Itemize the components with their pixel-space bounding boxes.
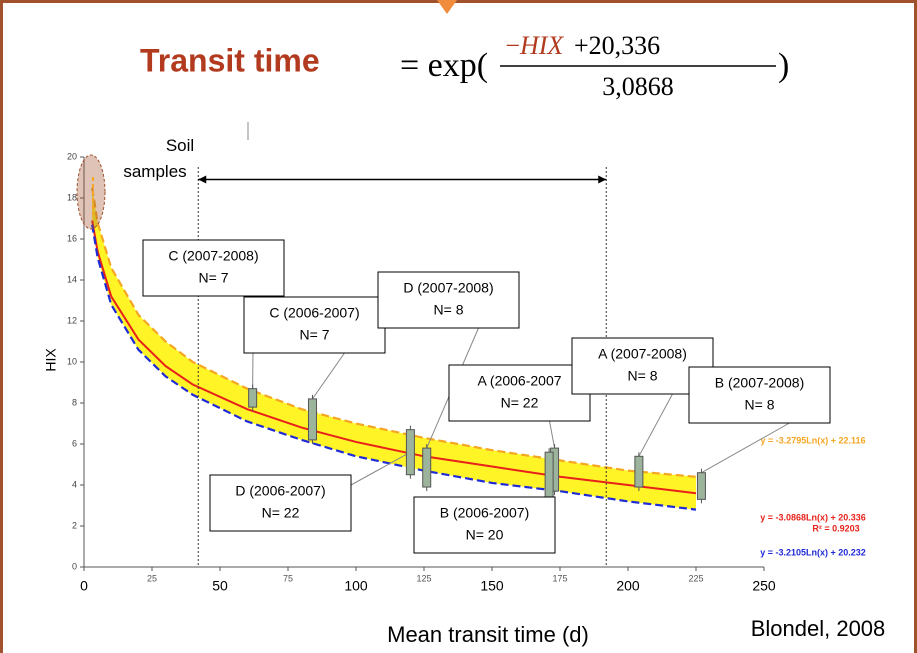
box (696, 472, 706, 500)
callout-box (448, 364, 591, 422)
x-tick-label: 250 (752, 578, 776, 594)
y-tick-label: 18 (67, 192, 77, 202)
callout-name: D (2007-2008) (403, 280, 493, 296)
callout-n: N= 7 (199, 270, 229, 286)
y-axis-label: HIX (43, 348, 59, 372)
y-tick-label: 12 (67, 315, 77, 325)
callout-box (688, 366, 831, 424)
y-tick-label: 8 (72, 397, 77, 407)
fit-equation: y = -3.2105Ln(x) + 20.232 (760, 547, 866, 557)
callout-n: N= 8 (628, 368, 658, 384)
formula-prefix: = exp( (400, 47, 488, 84)
note-line: Soil (166, 136, 194, 155)
callout-line (701, 422, 790, 474)
x-tick-label: 225 (688, 573, 703, 583)
box (634, 455, 644, 488)
callout-name: A (2006-2007 (477, 373, 561, 389)
formula-sign: − (505, 31, 520, 60)
source: Blondel, 2008 (751, 616, 886, 641)
y-tick-label: 6 (72, 438, 77, 448)
y-tick-label: 4 (72, 479, 77, 489)
callout-name: C (2006-2007) (269, 305, 359, 321)
x-tick-label: 50 (212, 578, 228, 594)
callout-n: N= 7 (300, 327, 330, 343)
formula-fraction: − HIX +20,336 3,0868 (500, 31, 776, 101)
arrow-tip (437, 0, 457, 14)
callout-name: B (2007-2008) (715, 375, 805, 391)
callout-n: N= 22 (501, 395, 539, 411)
callout-n: N= 8 (745, 397, 775, 413)
callout-line (549, 420, 556, 449)
title: Transit time (140, 42, 320, 78)
x-tick-label: 200 (616, 578, 640, 594)
x-tick-label: 25 (147, 573, 157, 583)
box (544, 451, 554, 502)
box (248, 388, 258, 408)
callout-line (312, 352, 345, 400)
callout-box (142, 239, 285, 297)
callout-name: C (2007-2008) (168, 248, 258, 264)
callout-n: N= 22 (262, 505, 300, 521)
soil-samples (76, 154, 106, 230)
note-line: samples (123, 162, 186, 181)
callout-name: D (2006-2007) (235, 483, 325, 499)
box (405, 429, 415, 476)
callout-name: A (2007-2008) (598, 346, 687, 362)
callout-name: B (2006-2007) (440, 505, 530, 521)
callout-box (209, 474, 352, 532)
x-axis-label: Mean transit time (d) (387, 622, 589, 647)
callout-n: N= 8 (434, 302, 464, 318)
fit-equation: y = -3.2795Ln(x) + 22.116 (760, 435, 865, 445)
y-tick-label: 2 (72, 520, 77, 530)
formula-var: HIX (519, 31, 564, 60)
x-tick-label: 175 (552, 573, 567, 583)
fit-r2: R² = 0.9203 (812, 523, 859, 533)
box (307, 398, 317, 441)
y-tick-label: 14 (67, 274, 77, 284)
x-tick-label: 125 (416, 573, 431, 583)
x-tick-label: 75 (283, 573, 293, 583)
callout-line (350, 451, 411, 486)
y-tick-label: 0 (72, 561, 77, 571)
box (422, 447, 432, 488)
x-tick-label: 100 (344, 578, 368, 594)
formula-suffix: ) (778, 47, 789, 84)
x-tick-label: 0 (80, 578, 88, 594)
formula-den: 3,0868 (602, 72, 674, 101)
formula-num: +20,336 (574, 31, 660, 60)
note: Soil samples (123, 136, 194, 181)
y-tick-label: 20 (67, 151, 77, 161)
y-tick-label: 16 (67, 233, 77, 243)
callout-box (413, 496, 556, 554)
callout-box (377, 271, 520, 329)
x-tick-label: 150 (480, 578, 504, 594)
y-tick-label: 10 (67, 356, 77, 366)
fit-equation: y = -3.0868Ln(x) + 20.336 (760, 512, 866, 522)
callout-n: N= 20 (466, 527, 504, 543)
callout-line (638, 393, 673, 457)
